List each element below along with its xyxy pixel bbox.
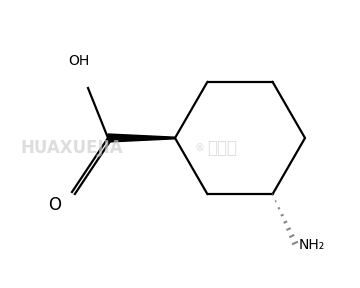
Text: O: O [49, 196, 62, 214]
Polygon shape [108, 134, 175, 142]
Text: ®: ® [195, 143, 205, 153]
Text: HUAXUEJIA: HUAXUEJIA [20, 139, 123, 157]
Text: OH: OH [68, 54, 89, 68]
Text: 化学加: 化学加 [207, 139, 237, 157]
Text: NH₂: NH₂ [299, 238, 325, 252]
